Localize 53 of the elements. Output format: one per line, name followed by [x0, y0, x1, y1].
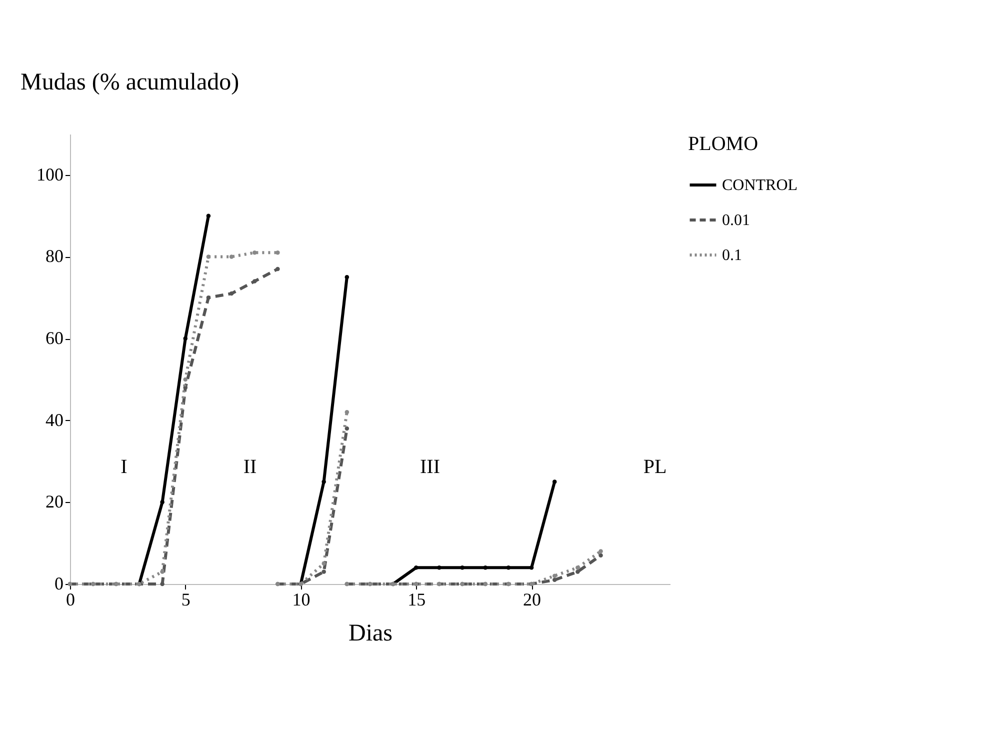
point	[506, 566, 511, 570]
legend-label: 0.01	[722, 212, 750, 229]
annotation: II	[243, 456, 257, 478]
point	[183, 377, 188, 382]
x-tick-label: 5	[181, 590, 190, 610]
point	[344, 410, 350, 414]
point	[598, 549, 603, 554]
point	[229, 291, 234, 296]
x-tick-label: 20	[523, 590, 542, 610]
point	[229, 254, 234, 259]
y-axis-title: Mudas (% acumulado)	[20, 70, 240, 96]
point	[344, 426, 350, 431]
point	[206, 214, 211, 218]
y-tick-label: 40	[46, 410, 64, 430]
point	[414, 566, 418, 570]
point	[344, 275, 350, 280]
y-tick-label: 80	[46, 246, 64, 266]
y-tick-label: 20	[46, 492, 64, 512]
point	[183, 336, 188, 341]
point	[552, 574, 557, 578]
point	[437, 566, 442, 570]
legend-label: 0.1	[722, 247, 742, 264]
legend-label: CONTROL	[722, 177, 798, 194]
point	[483, 566, 488, 570]
point	[160, 582, 164, 586]
point	[206, 254, 211, 259]
point	[576, 570, 580, 574]
point	[276, 266, 280, 272]
x-tick-label: 15	[408, 590, 426, 610]
y-tick-label: 60	[46, 328, 64, 348]
point	[576, 566, 580, 570]
point	[252, 279, 257, 284]
point	[552, 578, 557, 582]
y-tick-label: 100	[36, 164, 64, 184]
point	[322, 480, 326, 484]
point	[276, 250, 280, 255]
y-tick-label: 0	[54, 574, 64, 594]
point	[206, 296, 211, 300]
point	[460, 566, 464, 570]
legend-title: PLOMO	[688, 133, 758, 155]
annotation: I	[120, 456, 128, 478]
annotation: PL	[643, 456, 667, 478]
point	[160, 570, 164, 574]
point	[598, 553, 603, 558]
x-axis-title: Dias	[348, 620, 392, 646]
point	[160, 500, 164, 504]
point	[252, 250, 257, 255]
point	[322, 561, 326, 566]
point	[322, 570, 326, 574]
x-tick-label: 10	[292, 590, 310, 610]
point	[529, 566, 534, 570]
point	[552, 480, 557, 484]
annotation: III	[420, 456, 440, 478]
